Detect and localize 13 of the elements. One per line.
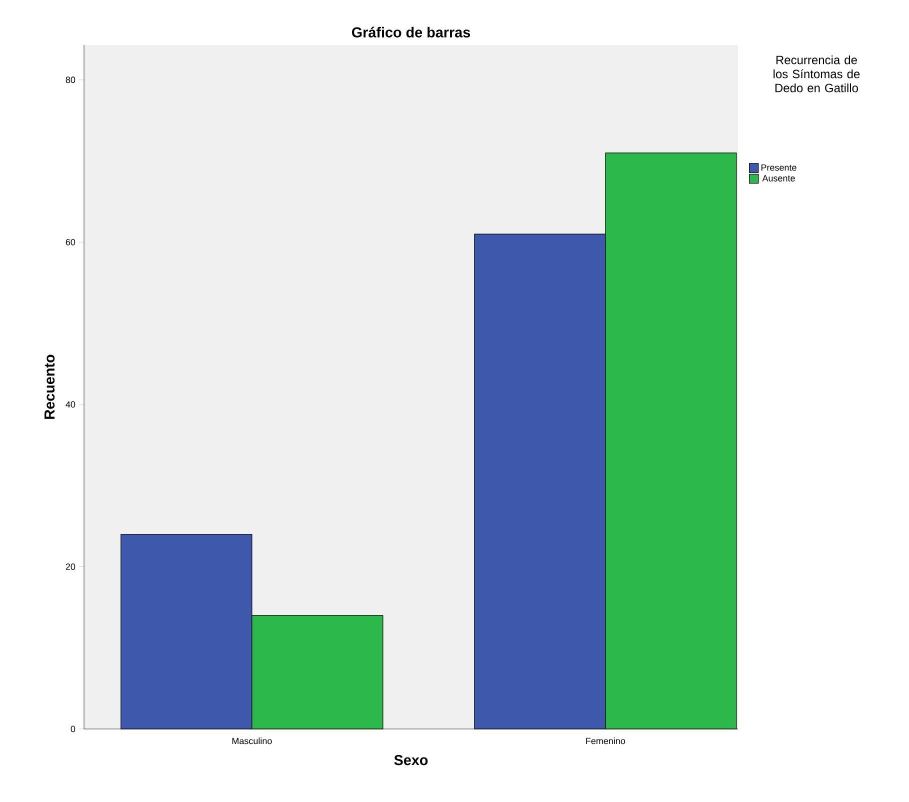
y-tick-label: 20 bbox=[66, 564, 76, 570]
y-axis-title: Recuento bbox=[44, 354, 55, 419]
y-tick-label: 60 bbox=[66, 238, 76, 246]
y-tick-label: 80 bbox=[66, 76, 76, 84]
x-tick-label: Masculino bbox=[232, 738, 272, 744]
legend-label: Ausente bbox=[762, 175, 795, 182]
x-tick-label: Femenino bbox=[586, 738, 626, 744]
y-tick-label: 40 bbox=[66, 401, 76, 408]
legend-title: Recurrencia de los Síntomas de Dedo en Gatillo bbox=[774, 55, 860, 92]
x-axis-title: Sexo bbox=[394, 754, 428, 766]
y-tick-label: 0 bbox=[70, 726, 76, 732]
legend-label: Presente bbox=[761, 164, 796, 171]
chart-title: Gráfico de barras bbox=[352, 26, 470, 38]
